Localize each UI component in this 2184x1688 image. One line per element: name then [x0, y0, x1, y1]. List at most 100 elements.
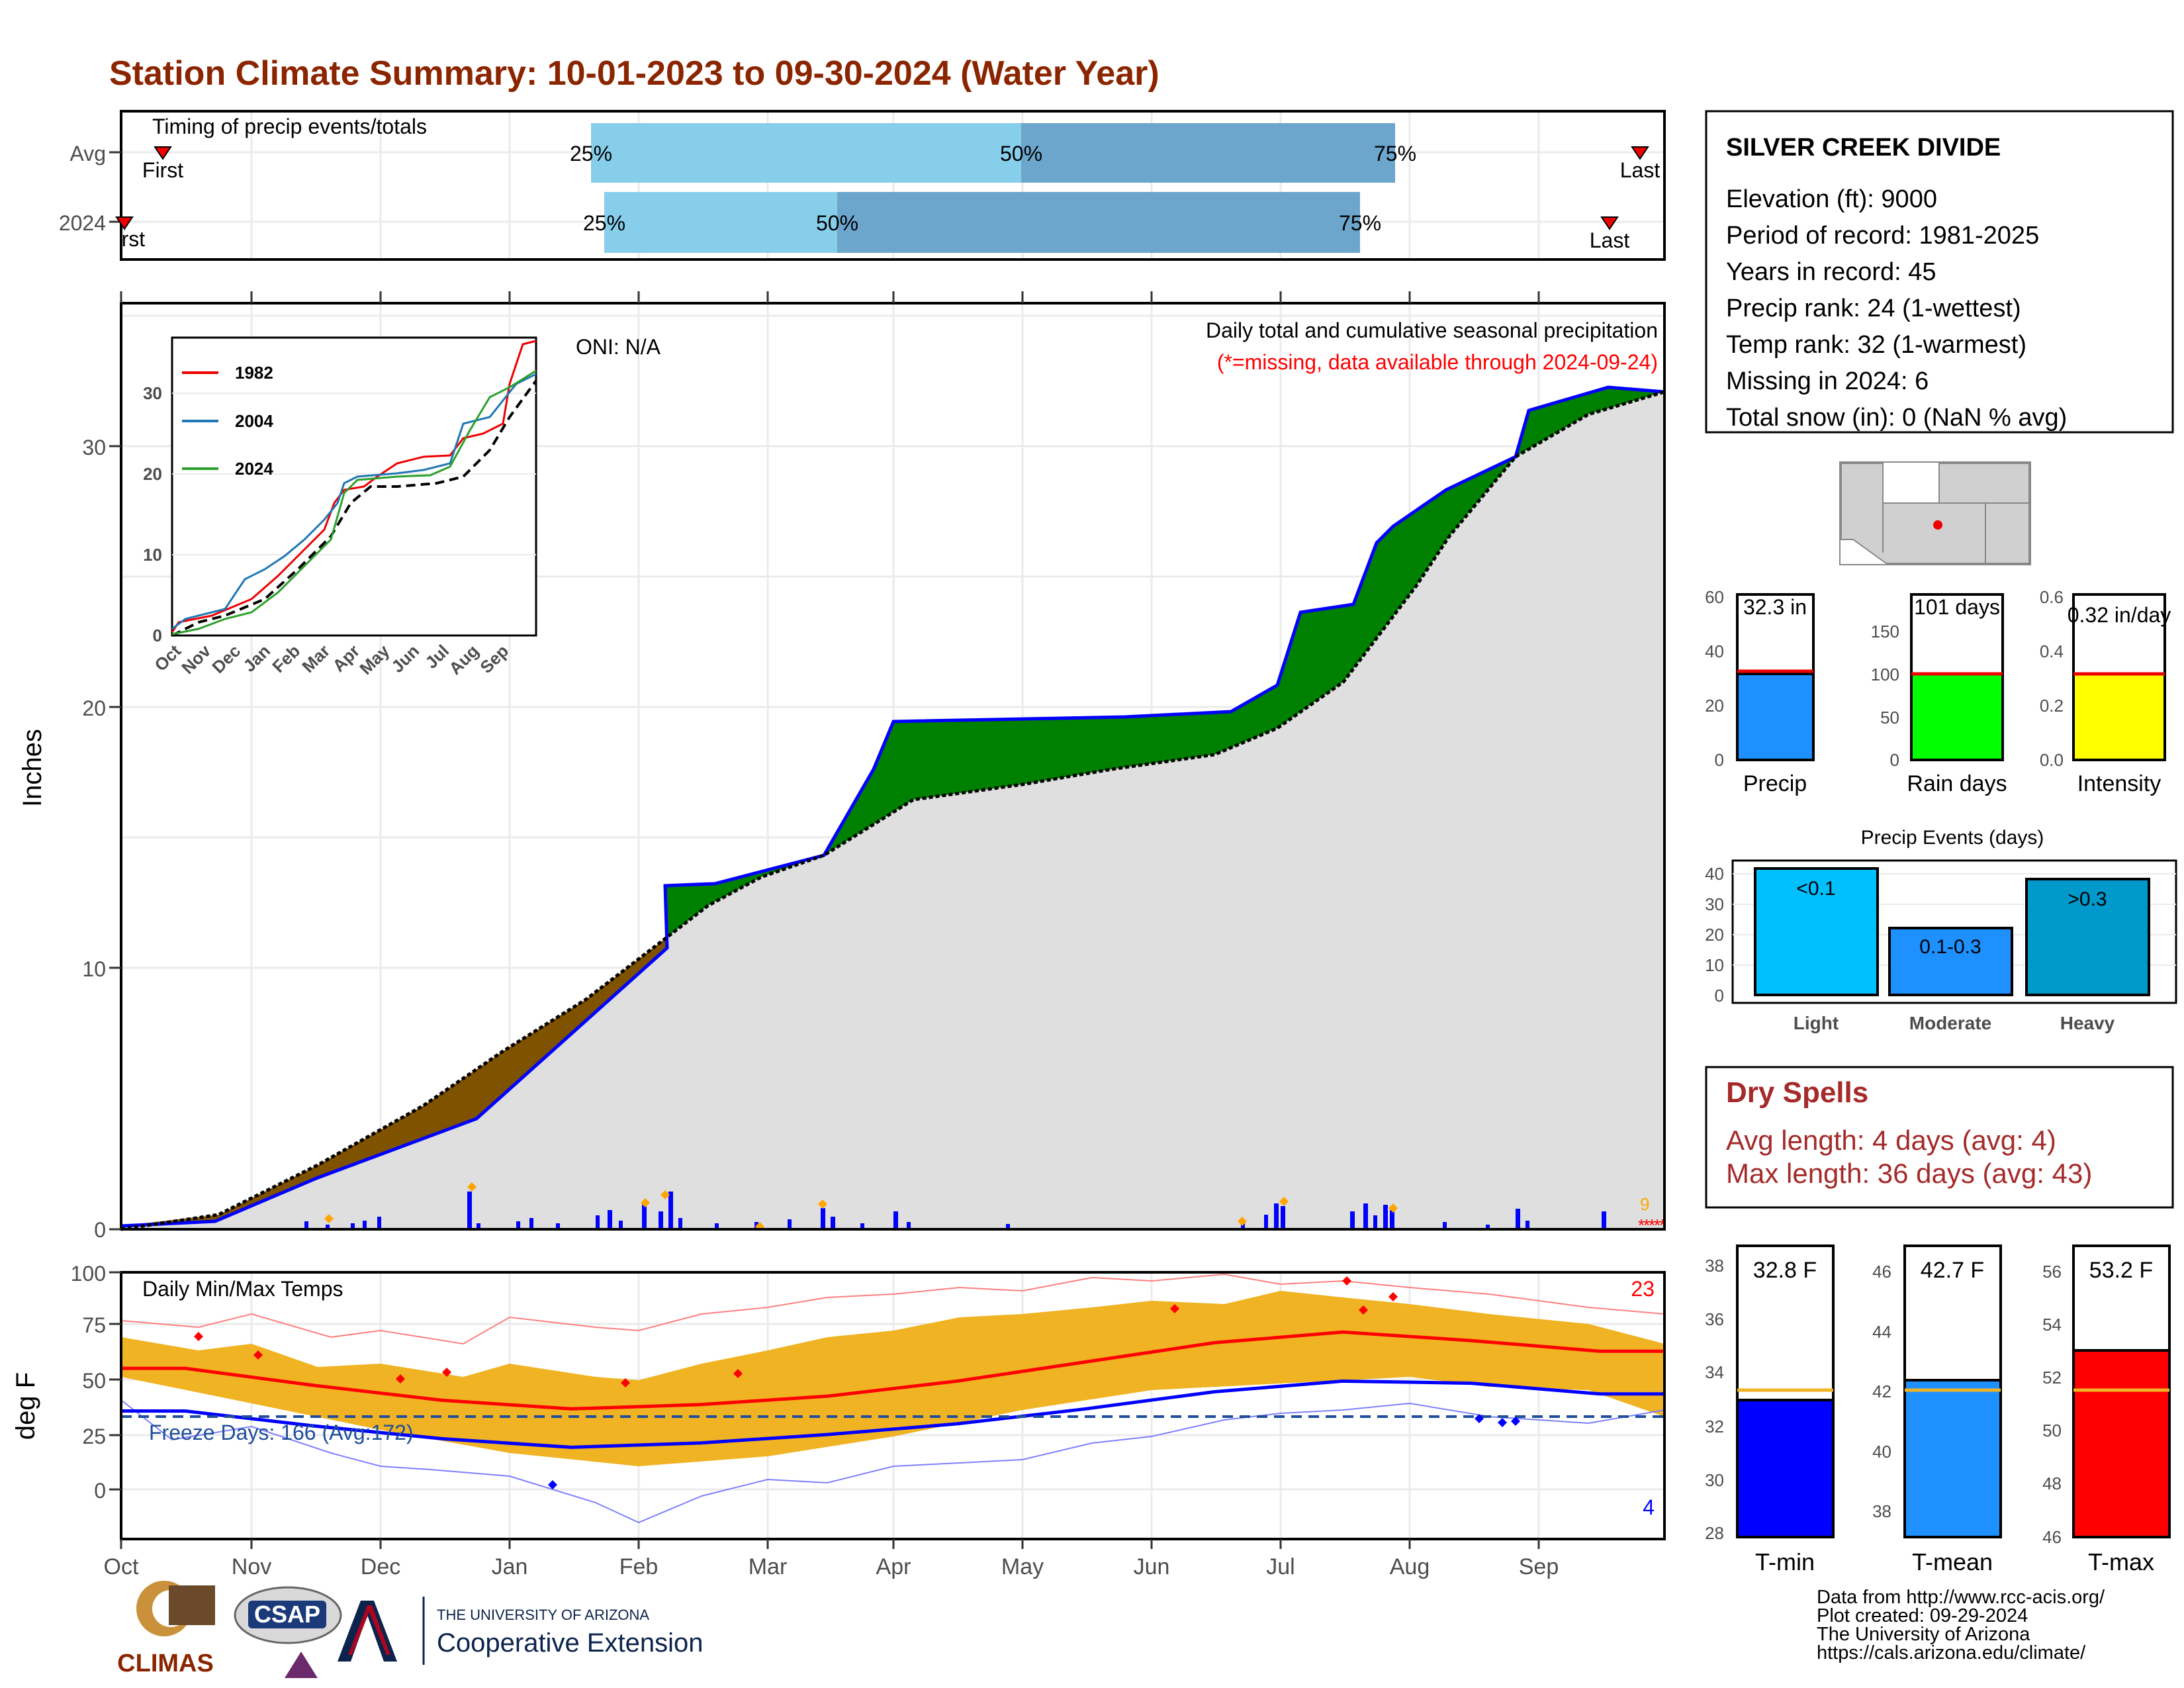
raindays-tick-150: 150 — [1871, 622, 1899, 641]
raindays-tick-0: 0 — [1890, 750, 1899, 770]
ua-big-text: Cooperative Extension — [437, 1628, 703, 1658]
tmean-value-bar — [1903, 1379, 2002, 1538]
station-location-dot — [1933, 520, 1942, 530]
month-sep: Sep — [1519, 1554, 1559, 1579]
events-tick-40: 40 — [1705, 864, 1724, 884]
precip-ytick-10: 10 — [82, 957, 106, 981]
inset-legend-2004: 2004 — [235, 411, 273, 431]
intensity-tick-0-6: 0.6 — [2040, 587, 2064, 607]
inset-x-ticks: Oct Nov Dec Jan Feb Mar Apr May Jun Jul … — [150, 641, 512, 679]
inset-y-ticks: 0 10 20 30 — [143, 383, 162, 645]
inset-line-2004 — [171, 373, 537, 630]
station-name: SILVER CREEK DIVIDE — [1726, 134, 2001, 162]
events-tick-10: 10 — [1705, 955, 1724, 975]
tmean-label: T-mean — [1912, 1548, 1993, 1575]
inset-xtick-jun: Jun — [387, 641, 423, 677]
tmean-tick-42: 42 — [1872, 1382, 1891, 1401]
temp-ytick-75: 75 — [82, 1313, 106, 1337]
summary-bar-intensity: 0.32 in/day 0.0 0.2 0.4 0.6 Intensity — [2040, 587, 2171, 796]
events-tick-30: 30 — [1705, 894, 1724, 914]
station-snow: Total snow (in): 0 (NaN % avg) — [1726, 404, 2067, 432]
inset-line-avg — [171, 379, 537, 637]
year-last-marker — [1600, 216, 1619, 230]
inset-xtick-oct: Oct — [150, 641, 185, 675]
month-apr: Apr — [876, 1554, 911, 1579]
tmean-value-text: 42.7 F — [1921, 1258, 1984, 1283]
tmean-tick-40: 40 — [1872, 1442, 1891, 1462]
intensity-value-bar — [2072, 673, 2166, 761]
station-temp-rank: Temp rank: 32 (1-warmest) — [1726, 331, 2026, 359]
tmean-tick-46: 46 — [1872, 1262, 1891, 1282]
station-elevation: Elevation (ft): 9000 — [1726, 185, 1937, 213]
inset-legend-2024: 2024 — [235, 459, 273, 479]
month-jan: Jan — [492, 1554, 528, 1579]
events-label-heavy: Heavy — [2060, 1013, 2115, 1033]
avg-p50-label: 50% — [1000, 142, 1042, 165]
intensity-value-text: 0.32 in/day — [2068, 603, 2171, 627]
tmean-tick-44: 44 — [1872, 1322, 1891, 1342]
inset-ytick-30: 30 — [143, 383, 162, 403]
inset-line-1982 — [171, 340, 537, 633]
precip-y-ticks: 0 10 20 30 — [82, 436, 106, 1242]
tmin-tick-34: 34 — [1705, 1362, 1724, 1382]
tmax-tick-52: 52 — [2042, 1368, 2062, 1387]
summary-bar-raindays: 101 days 0 50 100 150 Rain days — [1871, 593, 2007, 796]
events-bar-light — [1754, 867, 1879, 996]
tmin-tick-32: 32 — [1705, 1417, 1724, 1436]
dry-spells-max: Max length: 36 days (avg: 43) — [1726, 1158, 2092, 1189]
tmax-tick-54: 54 — [2042, 1315, 2062, 1335]
events-moderate-text: 0.1-0.3 — [1919, 936, 1981, 958]
avg-q25-q50-bar — [591, 123, 1021, 183]
avg-last-label: Last — [1620, 158, 1661, 182]
climas-logo: CLIMAS — [117, 1581, 215, 1677]
tmax-tick-56: 56 — [2042, 1262, 2062, 1282]
events-bar-heavy — [2025, 878, 2150, 996]
inset-xtick-nov: Nov — [177, 641, 214, 678]
raindays-bar-label: Rain days — [1907, 771, 2007, 796]
year-p50-label: 50% — [816, 211, 858, 235]
tmean-tick-38: 38 — [1872, 1501, 1891, 1521]
precip-ytick-0: 0 — [94, 1218, 106, 1242]
intensity-tick-0-2: 0.2 — [2040, 696, 2064, 716]
oni-label: ONI: N/A — [576, 335, 661, 359]
temp-ytick-100: 100 — [71, 1262, 106, 1286]
station-years: Years in record: 45 — [1726, 258, 1936, 286]
logos: CLIMAS CSAP THE UNIVERSITY OF ARIZONA Co… — [117, 1581, 703, 1678]
inset-lines — [171, 340, 537, 637]
tmax-label: T-max — [2088, 1548, 2154, 1575]
month-jun: Jun — [1134, 1554, 1170, 1579]
record-high-markers — [194, 1276, 1398, 1387]
climas-logo-text: CLIMAS — [117, 1650, 214, 1677]
tmin-value-bar — [1736, 1399, 1835, 1538]
precip-events-chart: Precip Events (days) <0.1 0.1-0.3 >0.3 0… — [1705, 827, 2177, 1033]
footer-line-data: Data from http://www.rcc-acis.org/ — [1817, 1587, 2105, 1608]
month-oct: Oct — [104, 1554, 139, 1579]
events-tick-20: 20 — [1705, 925, 1724, 945]
year-p75-label: 75% — [1339, 211, 1381, 235]
events-title: Precip Events (days) — [1861, 827, 2044, 849]
year-q50-q75-bar — [837, 192, 1360, 253]
tmin-tick-28: 28 — [1705, 1523, 1724, 1543]
daily-temp-range-band — [121, 1291, 1664, 1466]
tmin-tick-36: 36 — [1705, 1309, 1724, 1329]
footer-credits: Data from http://www.rcc-acis.org/ Plot … — [1817, 1587, 2105, 1664]
footer-line-url: https://cals.arizona.edu/climate/ — [1817, 1642, 2086, 1664]
inset-ytick-0: 0 — [153, 626, 162, 645]
tmax-value-bar — [2072, 1349, 2171, 1538]
tmax-value-text: 53.2 F — [2089, 1258, 2153, 1283]
month-aug: Aug — [1390, 1554, 1430, 1579]
svg-text:*: * — [1638, 1215, 1645, 1235]
ua-logo: THE UNIVERSITY OF ARIZONA Cooperative Ex… — [338, 1597, 703, 1665]
timing-row-year-label: 2024 — [59, 211, 106, 235]
dry-spells-avg: Avg length: 4 days (avg: 4) — [1726, 1125, 2056, 1156]
year-q25-q50-bar — [604, 192, 837, 253]
month-may: May — [1001, 1554, 1044, 1579]
timing-row-avg-label: Avg — [69, 142, 106, 165]
events-label-moderate: Moderate — [1909, 1013, 1991, 1033]
intensity-bar-label: Intensity — [2077, 771, 2161, 796]
inset-xtick-feb: Feb — [268, 641, 304, 677]
inset-ytick-10: 10 — [143, 545, 162, 565]
raindays-tick-100: 100 — [1871, 665, 1899, 684]
inset-xtick-dec: Dec — [208, 641, 244, 677]
